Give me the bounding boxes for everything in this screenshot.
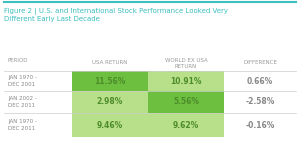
- Text: JAN 2002 -
DEC 2011: JAN 2002 - DEC 2011: [8, 96, 37, 108]
- Text: 2.98%: 2.98%: [97, 97, 123, 106]
- Text: RETURN: RETURN: [175, 63, 197, 69]
- Text: -0.16%: -0.16%: [245, 121, 275, 129]
- Text: 11.56%: 11.56%: [94, 77, 126, 85]
- Text: PERIOD: PERIOD: [8, 58, 28, 62]
- Text: Figure 2 | U.S. and International Stock Performance Looked Very: Figure 2 | U.S. and International Stock …: [4, 8, 228, 15]
- Text: 5.56%: 5.56%: [173, 97, 199, 106]
- Text: Different Early Last Decade: Different Early Last Decade: [4, 16, 100, 22]
- Text: 10.91%: 10.91%: [170, 77, 202, 85]
- Text: DIFFERENCE: DIFFERENCE: [243, 60, 277, 64]
- Bar: [148, 91, 224, 113]
- Text: WORLD EX USA: WORLD EX USA: [165, 58, 207, 62]
- Text: JAN 1970 -
DEC 2001: JAN 1970 - DEC 2001: [8, 75, 37, 87]
- Text: 9.62%: 9.62%: [173, 121, 199, 129]
- Bar: [148, 71, 224, 91]
- Bar: [148, 113, 224, 137]
- Text: 0.66%: 0.66%: [247, 77, 273, 85]
- Text: USA RETURN: USA RETURN: [92, 60, 128, 64]
- Bar: [72, 71, 148, 91]
- Bar: [72, 113, 148, 137]
- Text: JAN 1970 -
DEC 2011: JAN 1970 - DEC 2011: [8, 119, 37, 131]
- Text: 9.46%: 9.46%: [97, 121, 123, 129]
- Bar: [72, 91, 148, 113]
- Text: -2.58%: -2.58%: [245, 97, 275, 106]
